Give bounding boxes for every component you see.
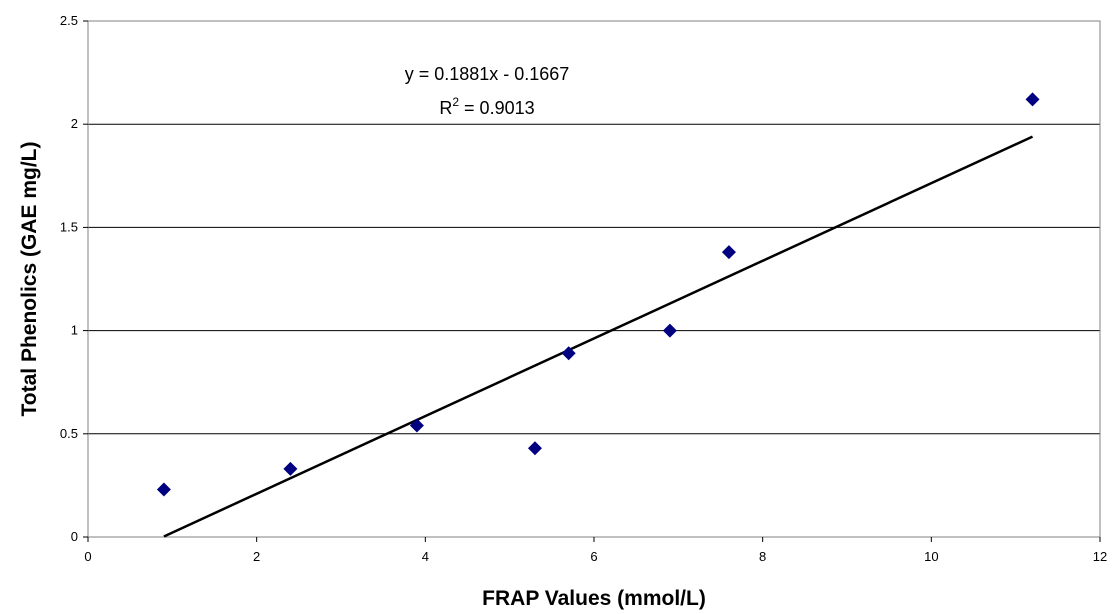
y-tick-label: 2 [71,116,78,131]
x-tick-label: 0 [84,549,91,564]
data-point [721,245,736,260]
data-point [409,418,424,433]
data-point [156,482,171,497]
gridlines [88,123,1100,435]
x-axis-title: FRAP Values (mmol/L) [482,587,706,610]
x-tick-label: 4 [422,549,429,564]
plot-area-border [87,20,1101,538]
y-tick-label: 1 [71,323,78,338]
r-squared-value: = 0.9013 [459,98,535,118]
trendline-equation: y = 0.1881x - 0.1667 [405,64,570,84]
r-squared-label: R2 = 0.9013 [439,95,534,118]
y-tick-label: 0.5 [60,426,78,441]
y-axis: 0 0.5 1 1.5 2 2.5 [60,13,88,544]
y-tick-label: 2.5 [60,13,78,28]
data-point [662,323,677,338]
data-point [527,441,542,456]
r-squared-prefix: R [439,98,452,118]
x-axis: 0 2 4 6 8 10 12 [84,537,1107,564]
y-tick-label: 1.5 [60,219,78,234]
r-squared-superscript: 2 [452,95,459,109]
trendline [163,135,1034,538]
x-tick-label: 10 [924,549,938,564]
data-point [283,461,298,476]
x-tick-label: 6 [590,549,597,564]
x-tick-label: 8 [759,549,766,564]
y-axis-title: Total Phenolics (GAE mg/L) [18,142,41,417]
x-tick-label: 12 [1093,549,1107,564]
trendline-group [163,135,1034,538]
data-point [1025,92,1040,107]
data-point [561,346,576,361]
data-points [156,92,1040,497]
y-tick-label: 0 [71,529,78,544]
x-tick-label: 2 [253,549,260,564]
